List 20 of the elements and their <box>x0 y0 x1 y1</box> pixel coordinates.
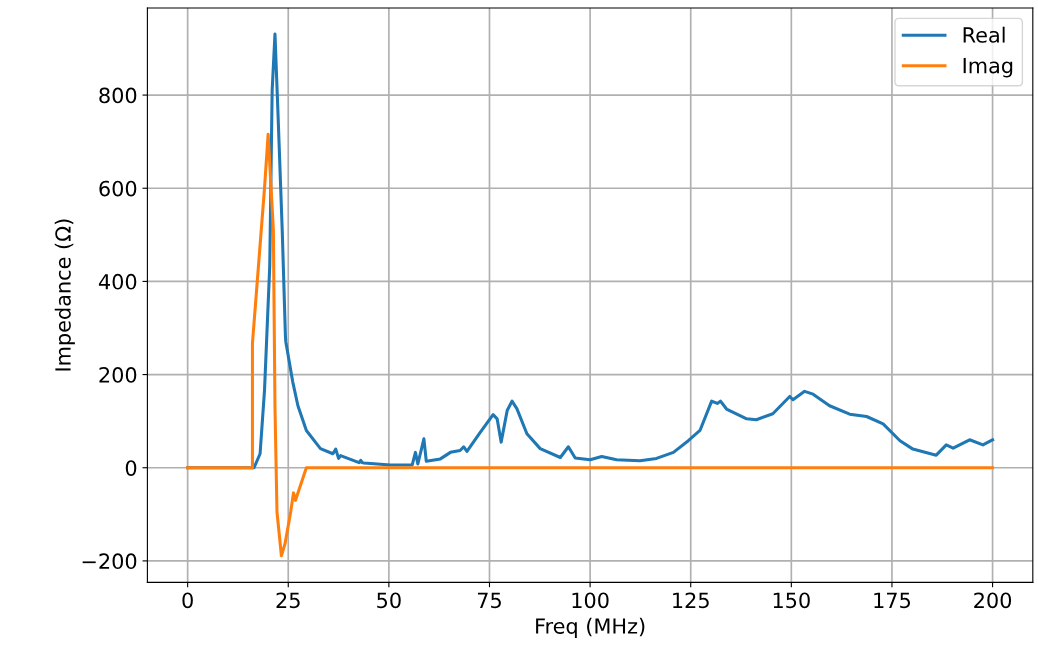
x-axis-title: Freq (MHz) <box>536 617 645 638</box>
y-tick-label: 600 <box>99 180 137 197</box>
legend-label: Imag <box>963 57 1013 78</box>
y-tick-label: 800 <box>99 87 137 104</box>
line-series <box>186 132 995 558</box>
y-tick-label: −200 <box>82 553 137 570</box>
x-tick-label: 75 <box>477 592 501 609</box>
y-tick-label: 200 <box>99 367 137 383</box>
y-tick-label: 0 <box>125 460 137 476</box>
y-tick-label: 400 <box>98 273 137 290</box>
x-tick-label: 200 <box>974 592 1012 609</box>
x-tick-label: 175 <box>874 592 911 609</box>
x-tick-label: 50 <box>377 592 401 609</box>
x-tick-label: 25 <box>276 592 300 609</box>
legend-label: Real <box>963 26 1005 43</box>
x-tick-label: 100 <box>572 592 609 609</box>
x-tick-label: 150 <box>773 592 810 609</box>
x-tick-label: 125 <box>673 592 709 609</box>
y-axis-title: Impedance (Ω) <box>54 219 75 371</box>
x-tick-label: 0 <box>182 592 193 609</box>
